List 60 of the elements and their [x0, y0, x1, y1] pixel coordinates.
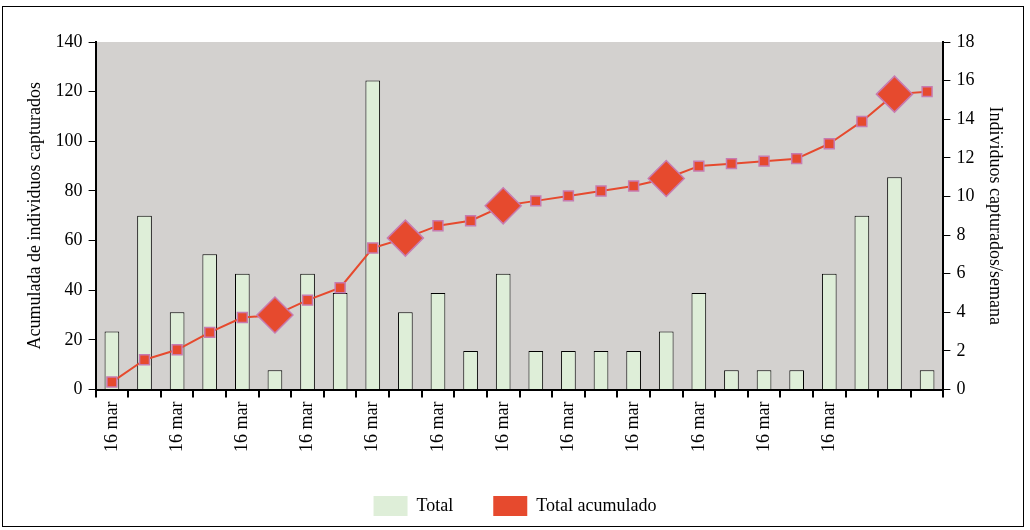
y-tick-label: 0	[73, 378, 83, 399]
point	[875, 75, 914, 113]
point	[256, 296, 294, 334]
point	[693, 160, 705, 172]
point	[790, 152, 803, 165]
point	[758, 155, 770, 167]
point	[301, 294, 314, 306]
x-tick-label: 16 mar	[426, 401, 447, 452]
point	[204, 326, 216, 339]
y-tick-label: 20	[64, 328, 83, 349]
x-tick-label: 16 mar	[296, 401, 317, 452]
y-axis-title: Acumulada de individuos capturados	[23, 82, 44, 350]
y2-tick-label: 2	[956, 339, 966, 360]
legend-label: Total	[416, 494, 454, 515]
point	[921, 85, 933, 98]
y2-tick-label: 6	[956, 262, 966, 283]
x-tick-label: 16 mar	[231, 401, 252, 452]
x-tick-label: 16 mar	[687, 401, 708, 452]
point	[823, 138, 835, 150]
point	[386, 219, 425, 257]
point	[530, 195, 542, 207]
x-tick-label: 16 mar	[165, 401, 186, 452]
point	[138, 354, 151, 366]
y-tick-label: 100	[55, 130, 83, 151]
x-tick-label: 16 mar	[557, 401, 578, 452]
y-tick-label: 40	[64, 278, 83, 299]
point	[595, 185, 607, 197]
point	[171, 344, 183, 356]
y2-tick-label: 4	[956, 301, 966, 322]
y2-tick-label: 10	[956, 185, 975, 206]
x-tick-label: 16 mar	[752, 401, 773, 452]
x-tick-label: 16 mar	[818, 401, 839, 452]
point	[725, 157, 738, 170]
y2-tick-label: 18	[956, 30, 975, 51]
y2-tick-label: 12	[956, 146, 975, 167]
point	[464, 215, 477, 227]
point	[367, 242, 379, 254]
legend-label: Total acumulado	[536, 494, 657, 515]
point	[562, 190, 575, 202]
y-tick-label: 140	[55, 30, 83, 51]
point	[106, 376, 118, 388]
y-tick-label: 80	[64, 179, 83, 200]
x-tick-label: 16 mar	[491, 401, 512, 452]
point	[647, 159, 685, 198]
point	[856, 115, 868, 128]
y-tick-label: 60	[64, 229, 83, 250]
point	[484, 187, 522, 225]
x-tick-label: 16 mar	[361, 401, 382, 452]
y2-axis-title: Individuos capturados/semana	[986, 106, 1007, 325]
point	[236, 311, 249, 324]
y2-tick-label: 16	[956, 69, 975, 90]
y2-tick-label: 0	[956, 378, 966, 399]
y2-tick-label: 14	[956, 107, 975, 128]
y2-tick-label: 8	[956, 223, 966, 244]
x-tick-label: 16 mar	[100, 401, 121, 452]
point	[627, 180, 640, 192]
point	[334, 282, 346, 294]
y-tick-label: 120	[55, 80, 83, 101]
x-tick-label: 16 mar	[622, 401, 643, 452]
point	[432, 219, 444, 232]
